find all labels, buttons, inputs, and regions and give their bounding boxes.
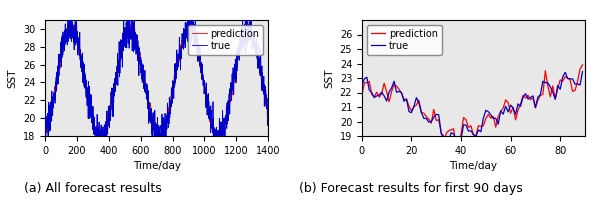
Line: true: true (362, 72, 583, 141)
true (445, 140, 452, 142)
prediction (41, 133, 49, 135)
true (41, 117, 49, 119)
true (265, 113, 272, 116)
true (118, 49, 125, 52)
prediction (184, 21, 191, 23)
prediction (514, 109, 521, 111)
prediction (358, 94, 365, 97)
prediction (145, 101, 152, 103)
true (571, 83, 578, 85)
prediction (544, 84, 551, 87)
Line: prediction: prediction (45, 22, 268, 145)
true (145, 101, 152, 103)
prediction (223, 114, 230, 117)
Legend: prediction, true: prediction, true (188, 25, 263, 55)
Legend: prediction, true: prediction, true (367, 25, 442, 55)
prediction (549, 85, 556, 87)
true (95, 126, 103, 128)
prediction (425, 118, 433, 120)
true (579, 70, 586, 73)
true (544, 82, 551, 84)
prediction (388, 90, 395, 93)
true (425, 121, 433, 123)
prediction (118, 45, 125, 48)
Line: true: true (45, 8, 268, 156)
Text: (a) All forecast results: (a) All forecast results (24, 182, 162, 195)
prediction (262, 98, 269, 100)
prediction (579, 64, 586, 66)
prediction (452, 145, 460, 148)
prediction (158, 134, 166, 137)
prediction (265, 108, 272, 111)
X-axis label: Time/day: Time/day (449, 161, 497, 171)
true (388, 87, 395, 89)
Y-axis label: SST: SST (324, 68, 334, 88)
Y-axis label: SST: SST (7, 68, 17, 88)
prediction (571, 89, 578, 92)
true (262, 86, 269, 88)
prediction (95, 134, 103, 137)
true (514, 103, 521, 105)
true (95, 155, 102, 157)
true (185, 7, 192, 9)
Text: (b) Forecast results for first 90 days: (b) Forecast results for first 90 days (299, 182, 523, 195)
true (549, 91, 556, 93)
Line: prediction: prediction (362, 65, 583, 147)
X-axis label: Time/day: Time/day (133, 161, 181, 171)
prediction (155, 144, 163, 146)
true (358, 85, 365, 87)
true (158, 151, 166, 153)
true (223, 117, 230, 119)
